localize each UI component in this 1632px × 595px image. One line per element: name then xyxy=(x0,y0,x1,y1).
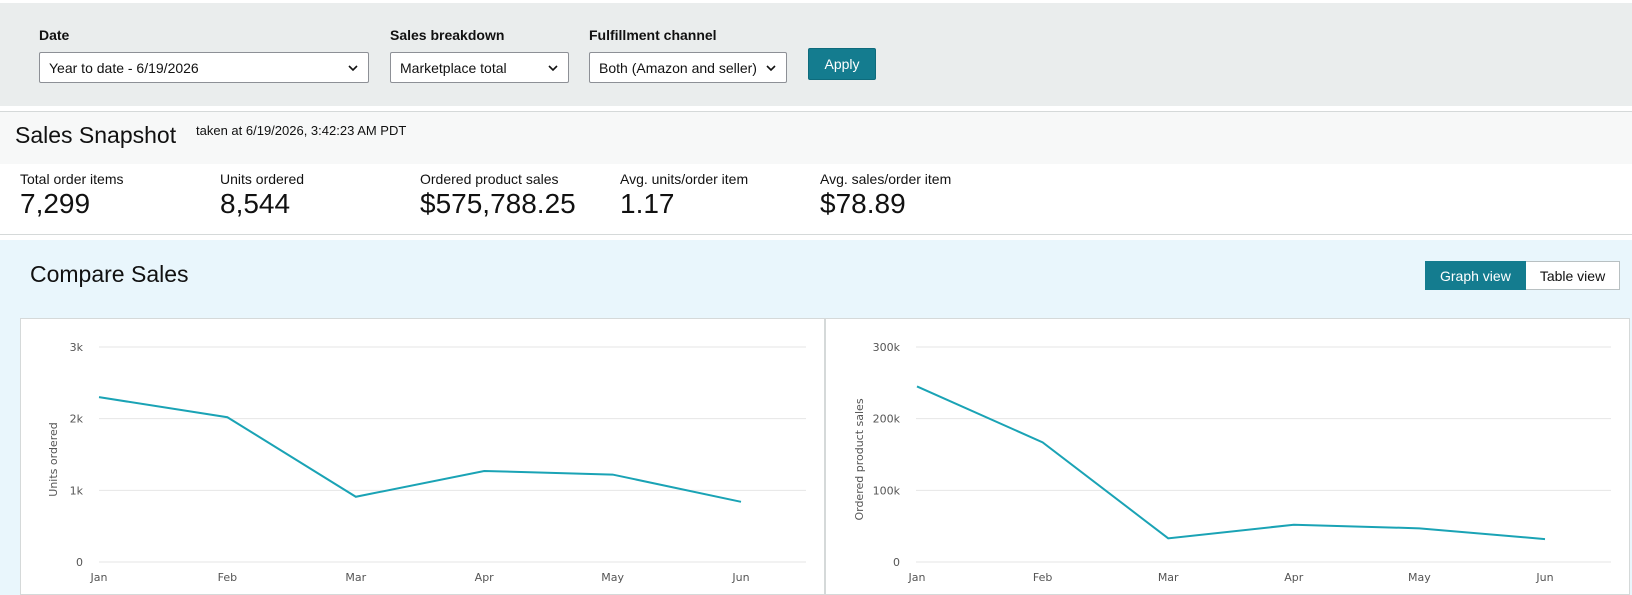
view-toggle: Graph view Table view xyxy=(1425,261,1621,290)
y-tick-label: 100k xyxy=(873,484,901,497)
y-tick-label: 2k xyxy=(70,413,84,426)
metric-value: $575,788.25 xyxy=(420,188,576,219)
units-ordered-chart: 0 1k 2k 3k Units ordered Jan Feb Mar Apr May Jun xyxy=(20,318,825,595)
snapshot-metrics: Total order items 7,299 Units ordered 8,… xyxy=(0,164,1632,235)
date-filter: Date Year to date - 6/19/2026 xyxy=(39,25,369,83)
table-view-button[interactable]: Table view xyxy=(1525,261,1621,290)
x-tick-label: Jan xyxy=(908,571,926,584)
chevron-down-icon xyxy=(766,65,776,72)
series-line xyxy=(98,396,742,503)
metric-units-ordered: Units ordered 8,544 xyxy=(220,171,304,220)
x-tick-label: May xyxy=(1408,571,1431,584)
metric-value: 8,544 xyxy=(220,188,291,219)
fulfillment-label: Fulfillment channel xyxy=(589,27,717,43)
y-tick-label: 1k xyxy=(70,484,84,497)
metric-total-order-items: Total order items 7,299 xyxy=(20,171,123,220)
metric-avg-units-per-order-item: Avg. units/order item 1.17 xyxy=(620,171,748,220)
date-select[interactable]: Year to date - 6/19/2026 xyxy=(39,52,369,83)
chevron-down-icon xyxy=(548,65,558,72)
ordered-product-sales-chart: 0 100k 200k 300k Ordered product sales Jan Feb… xyxy=(825,318,1630,595)
metric-label: Total order items xyxy=(20,171,124,187)
x-tick-label: Jan xyxy=(90,571,108,584)
x-tick-label: Feb xyxy=(1033,571,1052,584)
y-tick-label: 0 xyxy=(893,556,900,569)
ordered-product-sales-chart-svg: 0 100k 200k 300k Ordered product sales Jan Feb… xyxy=(853,341,1611,584)
y-axis-title: Units ordered xyxy=(47,422,60,496)
compare-sales-title: Compare Sales xyxy=(30,261,189,287)
y-axis-title: Ordered product sales xyxy=(853,398,866,520)
metric-value: 1.17 xyxy=(620,188,675,219)
x-tick-label: Jun xyxy=(1535,571,1553,584)
metric-ordered-product-sales: Ordered product sales $575,788.25 xyxy=(420,171,576,220)
metric-label: Avg. sales/order item xyxy=(820,171,952,187)
chevron-down-icon xyxy=(348,65,358,72)
metric-label: Units ordered xyxy=(220,171,305,187)
x-tick-label: Mar xyxy=(345,571,366,584)
fulfillment-filter: Fulfillment channel Both (Amazon and sel… xyxy=(589,25,787,83)
metric-value: 7,299 xyxy=(20,188,91,219)
x-tick-label: May xyxy=(601,571,624,584)
y-tick-label: 200k xyxy=(873,413,901,426)
units-ordered-chart-svg: 0 1k 2k 3k Units ordered Jan Feb Mar Apr May Jun xyxy=(47,341,806,584)
sales-breakdown-select[interactable]: Marketplace total xyxy=(390,52,569,83)
x-tick-label: Feb xyxy=(218,571,237,584)
y-tick-label: 3k xyxy=(70,341,84,354)
sales-breakdown-label: Sales breakdown xyxy=(390,27,505,43)
sales-breakdown-filter: Sales breakdown Marketplace total xyxy=(390,25,569,83)
series-line xyxy=(916,385,1546,541)
metric-label: Ordered product sales xyxy=(420,171,559,187)
x-tick-label: Mar xyxy=(1158,571,1179,584)
date-select-value: Year to date - 6/19/2026 xyxy=(49,59,199,76)
x-tick-label: Apr xyxy=(1284,571,1304,584)
date-label: Date xyxy=(39,27,70,43)
y-tick-label: 0 xyxy=(76,556,83,569)
snapshot-timestamp: taken at 6/19/2026, 3:42:23 AM PDT xyxy=(196,123,407,138)
sales-snapshot-header: Sales Snapshot taken at 6/19/2026, 3:42:… xyxy=(0,111,1632,165)
y-tick-label: 300k xyxy=(873,341,901,354)
metric-label: Avg. units/order item xyxy=(620,171,749,187)
graph-view-button[interactable]: Graph view xyxy=(1425,261,1526,290)
filter-bar: Date Year to date - 6/19/2026 Sales brea… xyxy=(0,3,1632,106)
metric-avg-sales-per-order-item: Avg. sales/order item $78.89 xyxy=(820,171,951,220)
snapshot-title: Sales Snapshot xyxy=(15,122,177,148)
sales-breakdown-value: Marketplace total xyxy=(400,59,507,76)
metric-value: $78.89 xyxy=(820,188,906,219)
apply-button[interactable]: Apply xyxy=(808,48,876,80)
x-tick-label: Apr xyxy=(475,571,495,584)
fulfillment-value: Both (Amazon and seller) xyxy=(599,59,757,76)
x-tick-label: Jun xyxy=(731,571,749,584)
fulfillment-select[interactable]: Both (Amazon and seller) xyxy=(589,52,787,83)
